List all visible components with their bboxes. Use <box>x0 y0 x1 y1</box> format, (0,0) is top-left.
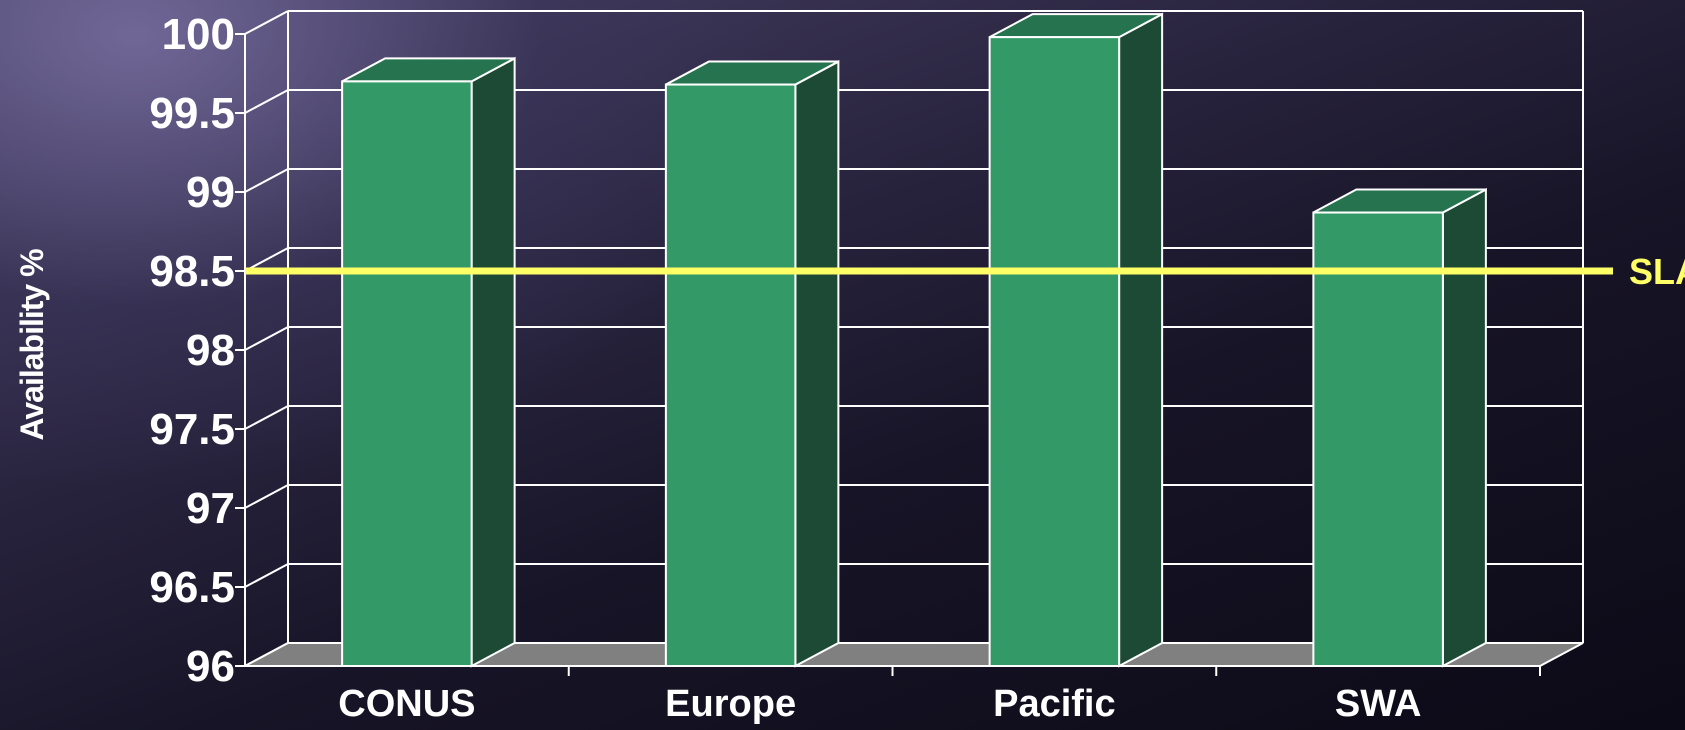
y-tick-label: 98 <box>186 326 235 375</box>
gridline-side <box>244 405 289 430</box>
bar-side <box>470 56 516 668</box>
x-tick-label: SWA <box>1335 683 1422 725</box>
gridline-side <box>244 10 289 35</box>
bar-series <box>341 12 1487 668</box>
sla-label: SLA <box>1629 251 1685 292</box>
y-tick-label: 98.5 <box>149 247 235 296</box>
gridline-side <box>244 563 289 588</box>
y-axis-ticks: 96 96.5 97 97.5 98 98.5 99 99.5 100 <box>149 10 235 691</box>
y-tick-label: 97.5 <box>149 405 235 454</box>
bar-side <box>1118 12 1164 668</box>
gridline-side <box>244 484 289 509</box>
bar-europe <box>664 59 840 668</box>
x-tick-label: CONUS <box>338 683 475 725</box>
x-axis-labels: CONUS Europe Pacific SWA <box>338 666 1541 725</box>
x-tick-label: Pacific <box>993 683 1116 725</box>
y-tick-label: 99 <box>186 168 235 217</box>
y-tick-label: 96.5 <box>149 563 235 612</box>
bar-front <box>341 80 473 667</box>
y-tick-label: 96 <box>186 642 235 691</box>
sla-reference: SLA <box>245 251 1685 292</box>
gridline-side <box>244 247 289 272</box>
x-tick-label: Europe <box>665 683 796 725</box>
bar-front <box>988 36 1121 668</box>
y-tick-label: 100 <box>162 10 235 59</box>
bar-pacific <box>988 12 1164 668</box>
bar-conus <box>341 56 516 668</box>
gridline-side <box>244 326 289 351</box>
y-tick-label: 97 <box>186 484 235 533</box>
bar-side <box>794 59 840 668</box>
bar-front <box>664 83 797 667</box>
gridline-side <box>244 168 289 193</box>
y-axis-label: Availability % <box>14 249 50 441</box>
bar-side <box>1441 187 1487 668</box>
y-tick-label: 99.5 <box>149 89 235 138</box>
bar-swa <box>1312 187 1487 668</box>
gridline-side <box>244 89 289 114</box>
bar-front <box>1312 211 1444 667</box>
